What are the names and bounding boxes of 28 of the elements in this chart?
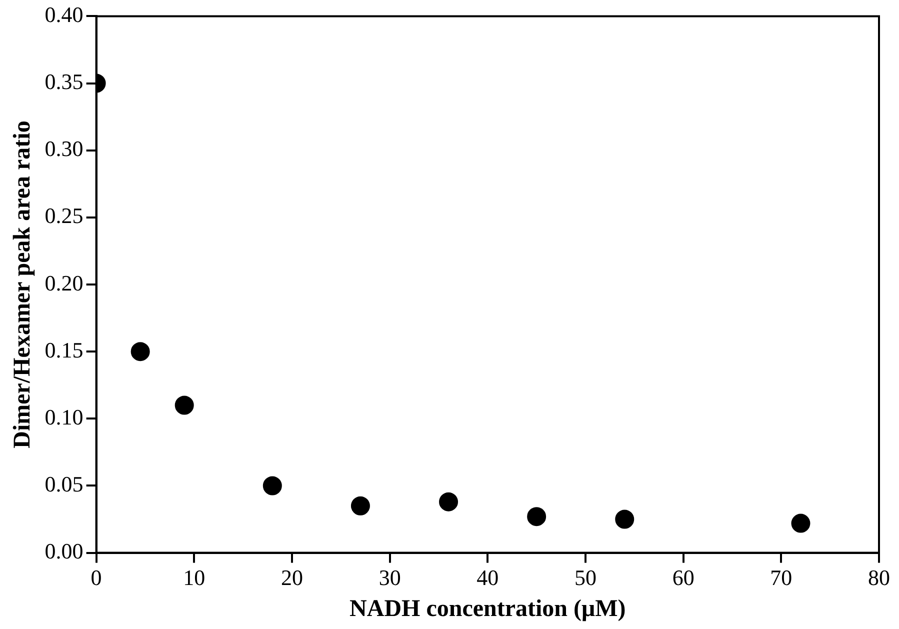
x-tick-label: 0 — [90, 564, 102, 590]
point — [350, 496, 370, 516]
point — [791, 514, 810, 533]
point — [174, 396, 194, 415]
y-tick-label: 0.10 — [44, 404, 84, 430]
x-tick-label: 80 — [868, 564, 890, 590]
y-tick-label: 0.05 — [44, 472, 84, 497]
x-tick-label: 20 — [280, 564, 303, 590]
y-tick-label: 0.30 — [44, 136, 84, 162]
x-tick-label: 40 — [476, 564, 499, 590]
y-tick-label: 0.20 — [44, 270, 84, 296]
y-tick-label: 0.00 — [44, 538, 84, 564]
y-tick-label: 0.35 — [44, 69, 84, 94]
y-tick-label: 0.15 — [44, 337, 84, 362]
x-tick-label: 50 — [574, 564, 596, 590]
y-axis-title: Dimer/Hexamer peak area ratio — [10, 120, 36, 448]
point — [615, 510, 634, 529]
x-tick-label: 70 — [770, 564, 792, 590]
x-tick-label: 60 — [672, 564, 694, 590]
x-tick-label: 10 — [183, 564, 206, 590]
y-tick-label: 0.40 — [44, 2, 84, 27]
point — [527, 507, 546, 526]
point — [439, 492, 458, 512]
y-tick-label: 0.25 — [44, 203, 84, 228]
point — [130, 342, 150, 362]
point — [262, 476, 282, 496]
x-axis-title: NADH concentration (μM) — [350, 596, 626, 622]
x-tick-label: 30 — [378, 564, 401, 590]
